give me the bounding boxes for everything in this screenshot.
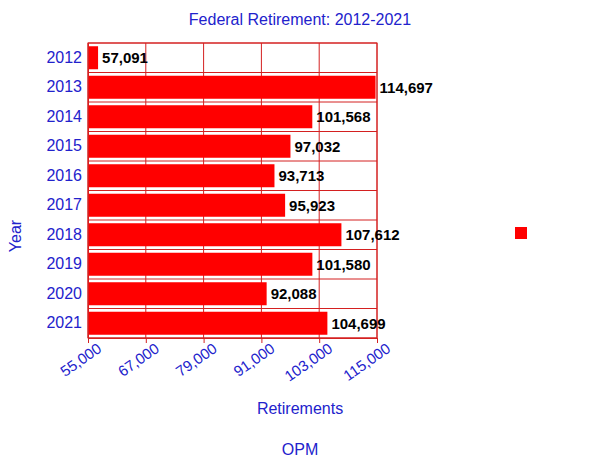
y-tick-label: 2018 (46, 226, 82, 243)
y-tick-label: 2016 (46, 167, 82, 184)
bar (88, 135, 290, 158)
y-tick: 2012 (46, 49, 88, 66)
y-tick: 2015 (46, 137, 88, 154)
bar (88, 253, 312, 276)
bar (88, 312, 327, 335)
data-label: 57,091 (102, 49, 148, 66)
x-axis-line (89, 338, 378, 339)
category-grid-line (88, 249, 377, 250)
data-label: 101,568 (316, 108, 370, 125)
y-tick: 2014 (46, 108, 88, 125)
x-tick-label: 103,000 (281, 340, 335, 385)
x-tick: 115,000 (340, 338, 393, 384)
caption: OPM (282, 441, 318, 458)
y-axis-title: Year (7, 219, 24, 252)
bar (88, 46, 98, 69)
x-tick-label: 79,000 (172, 340, 219, 380)
data-labels: 57,091 114,697 101,568 97,032 93,713 95,923 10… (102, 49, 433, 332)
chart: 55,000 67,00079,000 91,000103,000115,000 20… (0, 0, 600, 463)
category-grid-line (88, 220, 377, 221)
y-tick-label: 2013 (46, 78, 82, 95)
grid (88, 43, 377, 338)
y-tick: 2021 (46, 314, 88, 331)
y-axis: 2012 2013 2014 2015 2016 2017 2018 2019 2020 2021 (46, 44, 88, 339)
category-grid-line (88, 102, 377, 103)
category-grid-line (88, 161, 377, 162)
bar (88, 194, 285, 217)
category-grid-line (88, 279, 377, 280)
y-tick: 2016 (46, 167, 88, 184)
x-tick: 67,000 (115, 338, 162, 380)
y-tick-label: 2020 (46, 285, 82, 302)
plot-frame (88, 43, 377, 338)
y-tick-label: 2017 (46, 196, 82, 213)
bar (88, 76, 376, 99)
data-label: 93,713 (278, 167, 324, 184)
y-tick: 2017 (46, 196, 88, 213)
data-label: 107,612 (345, 226, 399, 243)
data-label: 101,580 (316, 256, 370, 273)
y-tick-label: 2012 (46, 49, 82, 66)
bar (88, 105, 312, 128)
x-tick-label: 55,000 (57, 340, 104, 380)
y-tick-label: 2015 (46, 137, 82, 154)
y-tick: 2013 (46, 78, 88, 95)
category-grid-line (88, 72, 377, 73)
data-label: 114,697 (380, 79, 433, 96)
bar (88, 282, 267, 305)
x-tick-label: 67,000 (115, 340, 162, 380)
category-grid-line (88, 308, 377, 309)
y-tick-label: 2014 (46, 108, 82, 125)
y-tick: 2020 (46, 285, 88, 302)
bar (88, 223, 341, 246)
x-tick: 55,000 (57, 338, 104, 380)
y-tick-label: 2019 (46, 255, 82, 272)
data-label: 95,923 (289, 197, 335, 214)
x-tick: 79,000 (172, 338, 219, 380)
y-tick: 2018 (46, 226, 88, 243)
x-tick-label: 115,000 (340, 340, 393, 384)
title: Federal Retirement: 2012-2021 (189, 11, 411, 28)
y-axis-line (88, 44, 89, 339)
data-label: 104,699 (331, 315, 385, 332)
bar (88, 164, 274, 187)
data-label: 92,088 (271, 285, 317, 302)
x-axis: 55,000 67,00079,000 91,000103,000115,000 (57, 338, 393, 385)
category-grid-line (88, 131, 377, 132)
y-tick: 2019 (46, 255, 88, 272)
legend-swatch (515, 227, 527, 239)
x-tick: 103,000 (281, 338, 335, 385)
x-tick-label: 91,000 (230, 340, 277, 380)
x-axis-title: Retirements (257, 400, 343, 417)
bars (88, 46, 376, 335)
category-grid-line (88, 190, 377, 191)
data-label: 97,032 (294, 138, 340, 155)
y-tick-label: 2021 (46, 314, 82, 331)
x-tick: 91,000 (230, 338, 277, 380)
